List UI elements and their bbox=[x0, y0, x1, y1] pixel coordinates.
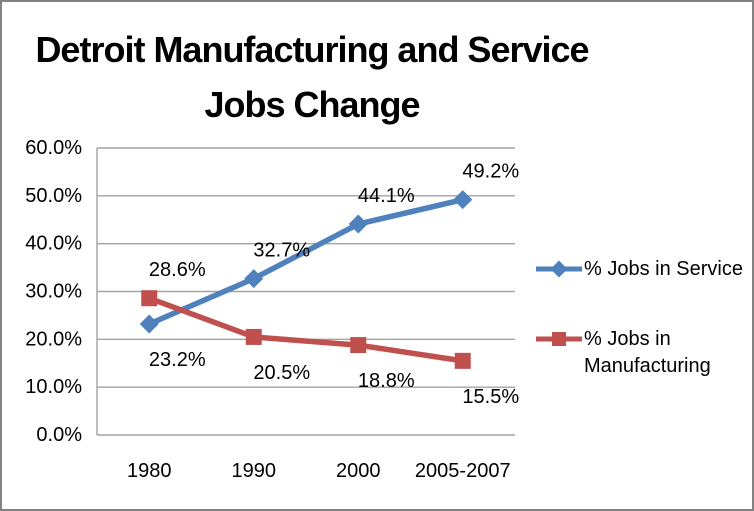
manufacturing-series-icon bbox=[536, 329, 582, 349]
legend-label-manufacturing: % Jobs in Manufacturing bbox=[584, 328, 711, 377]
marker-diamond-jobs-in-service bbox=[453, 190, 473, 210]
x-axis-tick-label: 2005-2007 bbox=[415, 460, 511, 482]
marker-square-jobs-in-manufacturing bbox=[350, 337, 367, 354]
data-label-jobs-in-manufacturing: 18.8% bbox=[358, 370, 415, 392]
y-axis-tick-label: 10.0% bbox=[25, 376, 82, 398]
series-line-jobs-in-service bbox=[146, 196, 466, 327]
marker-square-jobs-in-manufacturing bbox=[454, 352, 471, 369]
series-line-jobs-in-manufacturing bbox=[146, 295, 466, 364]
marker-square-jobs-in-manufacturing bbox=[245, 328, 262, 345]
data-label-jobs-in-service: 49.2% bbox=[462, 161, 519, 183]
x-axis-tick-label: 1990 bbox=[232, 460, 277, 482]
marker-diamond-jobs-in-service bbox=[139, 314, 159, 334]
marker-square-jobs-in-manufacturing bbox=[141, 290, 158, 307]
y-axis-tick-label: 0.0% bbox=[36, 424, 82, 446]
chart-title: Detroit Manufacturing and Service Jobs C… bbox=[2, 22, 622, 132]
service-series-icon bbox=[536, 259, 582, 279]
chart-title-line-2: Jobs Change bbox=[204, 84, 420, 125]
x-axis-tick-label: 2000 bbox=[336, 460, 381, 482]
y-axis-tick-label: 30.0% bbox=[25, 281, 82, 303]
marker-diamond-jobs-in-service bbox=[244, 269, 264, 289]
data-label-jobs-in-service: 44.1% bbox=[358, 185, 415, 207]
data-label-jobs-in-service: 32.7% bbox=[253, 240, 310, 262]
data-label-jobs-in-service: 23.2% bbox=[149, 349, 206, 371]
data-label-jobs-in-manufacturing: 20.5% bbox=[253, 362, 310, 384]
y-axis-tick-label: 20.0% bbox=[25, 328, 82, 350]
data-label-jobs-in-manufacturing: 28.6% bbox=[149, 259, 206, 281]
chart-title-line-1: Detroit Manufacturing and Service bbox=[35, 29, 589, 70]
marker-diamond-jobs-in-service bbox=[348, 214, 368, 234]
x-axis-tick-label: 1980 bbox=[127, 460, 172, 482]
legend-label-service: % Jobs in Service bbox=[584, 258, 743, 280]
y-axis-tick-label: 50.0% bbox=[25, 185, 82, 207]
legend-item-manufacturing: % Jobs in Manufacturing bbox=[536, 326, 750, 380]
y-axis-tick-label: 60.0% bbox=[25, 137, 82, 159]
data-label-jobs-in-manufacturing: 15.5% bbox=[462, 386, 519, 408]
y-axis-tick-label: 40.0% bbox=[25, 233, 82, 255]
legend-item-service: % Jobs in Service bbox=[536, 256, 750, 283]
